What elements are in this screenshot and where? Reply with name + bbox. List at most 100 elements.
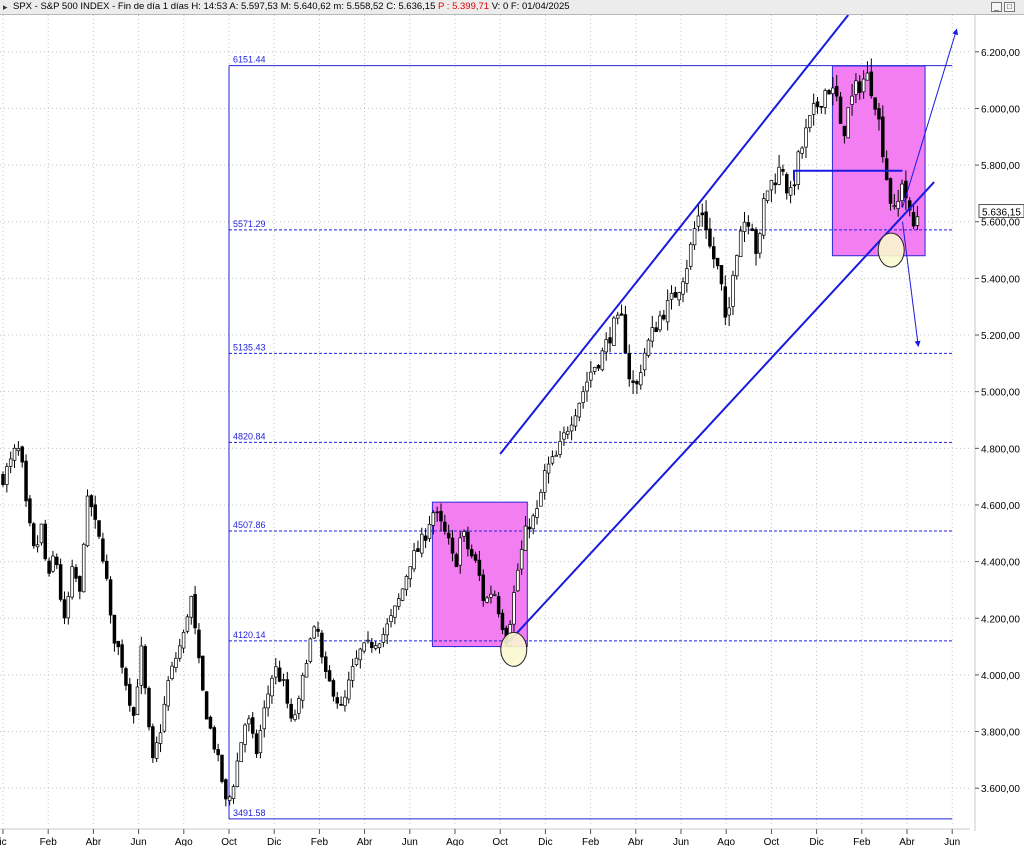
candle-body: [573, 415, 578, 427]
time-tick-label: Oct: [221, 837, 237, 846]
price-tick-label: 4.200,00: [981, 614, 1020, 625]
minimize-button[interactable]: _: [991, 2, 1002, 12]
candle-body: [907, 200, 912, 211]
projection-arrow: [902, 28, 959, 208]
candle-body: [381, 634, 386, 643]
candle-body: [865, 72, 870, 81]
candle-body: [16, 448, 21, 452]
symbol-label: SPX - S&P 500 INDEX - Fin de día 1 días: [13, 1, 189, 12]
candle-body: [204, 691, 209, 720]
candle-body: [389, 615, 393, 623]
candle-body: [788, 187, 793, 196]
fibonacci-levels: 6151.44 5571.29 5135.43 4820.84 4507.86 4120.…: [228, 55, 953, 820]
window-titlebar: ▸ SPX - S&P 500 INDEX - Fin de día 1 día…: [0, 0, 1024, 15]
candle-body: [781, 169, 785, 172]
candle-body: [335, 697, 340, 704]
candle-body: [320, 632, 324, 658]
candle-body: [327, 670, 332, 682]
candle-body: [408, 566, 413, 580]
candle-body: [800, 147, 804, 154]
candle-body: [850, 95, 854, 105]
candle-body: [439, 510, 443, 522]
candle-body: [589, 371, 593, 381]
fib-level-label: 4507.86: [233, 520, 266, 530]
candle-body: [512, 592, 516, 625]
candle-body: [819, 105, 824, 108]
candle-body: [400, 588, 405, 601]
price-chart[interactable]: 6151.44 5571.29 5135.43 4820.84 4507.86 4120.…: [0, 14, 1024, 848]
candle-body: [24, 460, 28, 502]
candle-body: [485, 597, 489, 603]
candle-body: [224, 779, 228, 800]
candle-body: [416, 548, 420, 552]
candle-body: [316, 628, 320, 632]
candle-body: [493, 594, 497, 596]
candle-body: [569, 424, 574, 432]
candle-body: [769, 180, 774, 191]
candle-body: [854, 80, 858, 95]
candle-body: [884, 158, 889, 180]
candle-body: [262, 707, 267, 730]
candle-body: [43, 523, 48, 560]
candle-body: [746, 222, 751, 227]
chart-grid: [0, 15, 970, 825]
candle-body: [842, 125, 847, 137]
fib-level-label: 6151.44: [233, 55, 266, 65]
open-label: A: 5.597,53: [229, 1, 278, 12]
candle-body: [247, 718, 251, 725]
time-label: H: 14:53: [191, 1, 228, 12]
time-tick-label: Feb: [40, 837, 58, 846]
high-label: M: 5.640,62: [280, 1, 331, 12]
price-tick-label: 3.600,00: [981, 784, 1020, 795]
titlebar-info: SPX - S&P 500 INDEX - Fin de día 1 días …: [13, 1, 570, 13]
candle-body: [270, 677, 274, 697]
chart-window-icon[interactable]: ▸: [3, 2, 8, 12]
candle-body: [604, 339, 608, 353]
candle-body: [254, 733, 259, 755]
candlesticks: [1, 58, 920, 807]
candle-body: [750, 228, 754, 231]
candle-body: [639, 372, 643, 386]
candle-body: [78, 576, 82, 592]
candle-body: [366, 639, 370, 642]
candle-body: [277, 667, 282, 682]
fib-level-label: 4820.84: [233, 431, 266, 441]
candle-body: [55, 556, 59, 566]
candle-body: [481, 574, 486, 601]
candle-body: [250, 717, 255, 734]
candle-body: [873, 97, 877, 110]
candle-body: [900, 183, 904, 201]
maximize-button[interactable]: □: [1004, 2, 1015, 12]
candle-body: [712, 246, 716, 260]
candle-body: [500, 612, 505, 631]
candle-body: [177, 645, 182, 659]
candle-body: [577, 402, 582, 418]
candle-body: [777, 166, 781, 185]
candle-body: [323, 656, 328, 672]
candle-body: [281, 679, 286, 681]
time-tick-label: Oct: [492, 837, 508, 846]
candle-body: [185, 616, 190, 632]
candle-body: [370, 641, 374, 648]
candle-body: [396, 598, 401, 607]
price-chart-svg: 6151.44 5571.29 5135.43 4820.84 4507.86 4120.…: [0, 14, 1024, 848]
candle-body: [212, 727, 217, 750]
candle-body: [535, 508, 539, 518]
time-tick-label: Dic: [267, 837, 281, 846]
candle-body: [477, 559, 482, 576]
candle-body: [785, 174, 789, 194]
candle-body: [58, 564, 63, 600]
candle-body: [443, 521, 447, 532]
candle-body: [838, 96, 843, 124]
candle-body: [466, 531, 470, 550]
candle-body: [808, 115, 812, 128]
candle-body: [688, 243, 693, 267]
candle-body: [700, 212, 704, 216]
candle-body: [615, 314, 620, 319]
candle-body: [93, 504, 97, 520]
candle-body: [581, 391, 585, 403]
candle-body: [97, 520, 101, 537]
candle-body: [258, 730, 263, 754]
price-tick-label: 6.000,00: [981, 104, 1020, 115]
candle-body: [792, 184, 797, 187]
